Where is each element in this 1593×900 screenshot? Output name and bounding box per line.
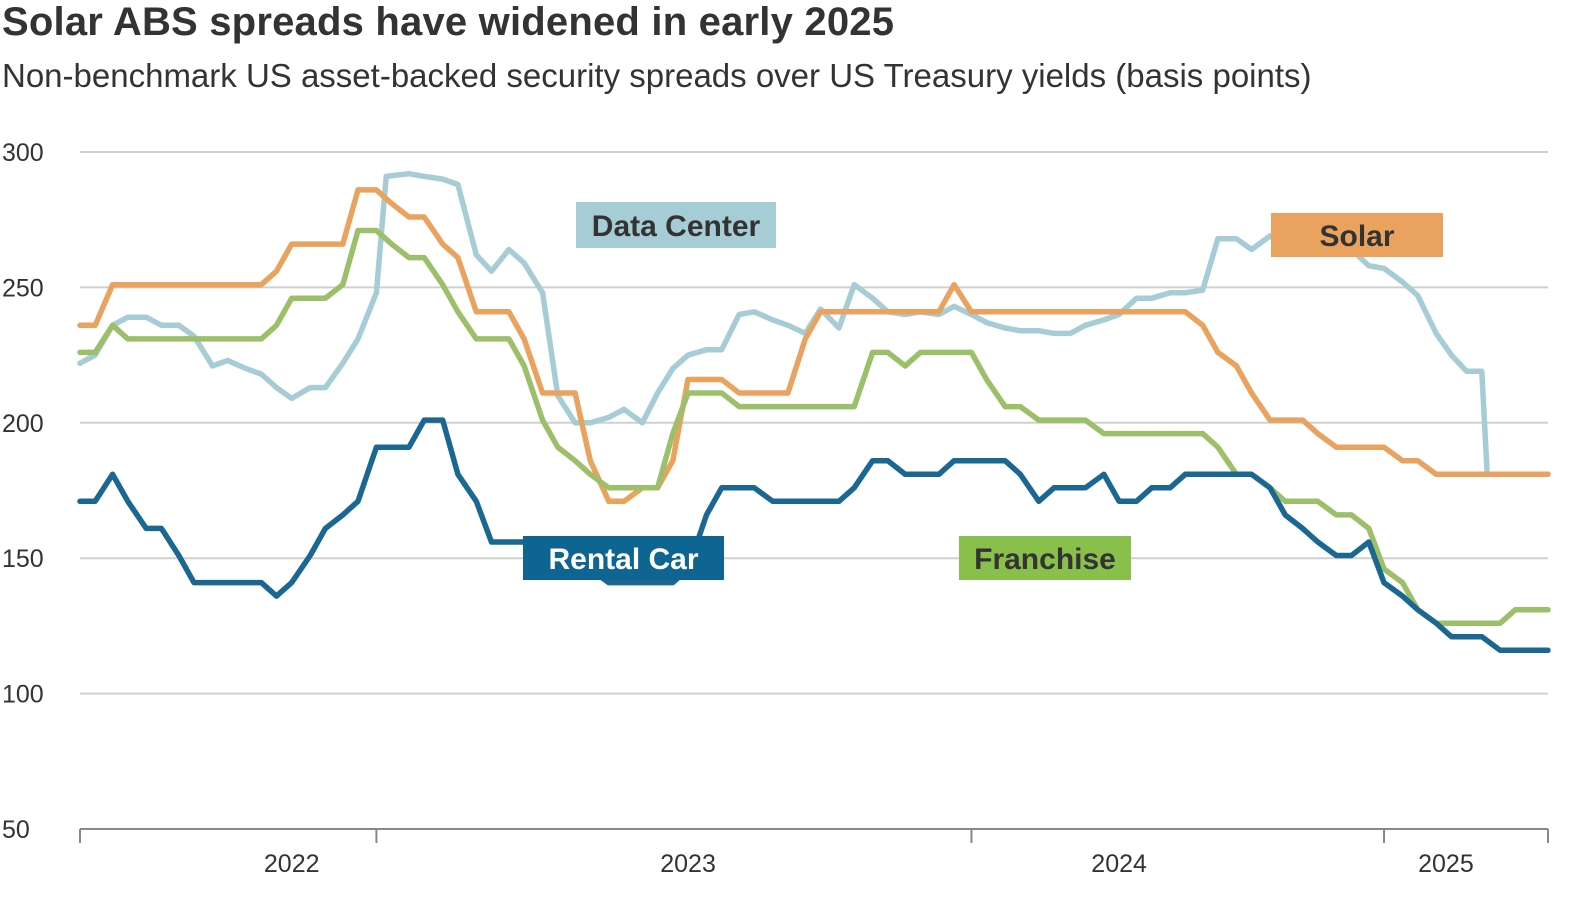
y-tick-label: 300 (2, 139, 44, 167)
y-tick-label: 150 (2, 545, 44, 573)
y-tick-label: 100 (2, 681, 44, 709)
series-line-solar (77, 187, 1551, 505)
y-tick-label: 250 (2, 274, 44, 302)
x-tick-label: 2023 (660, 850, 716, 878)
x-tick-label: 2025 (1418, 850, 1474, 878)
series-labels: Data Center Solar Franchise Rental Car (523, 202, 1443, 580)
label-box-data-center (576, 202, 776, 248)
series-label-solar: Solar (1319, 220, 1394, 253)
y-tick-label: 50 (2, 816, 30, 844)
label-box-franchise (959, 536, 1131, 580)
series-line-rental-car (77, 417, 1551, 654)
y-tick-label: 200 (2, 410, 44, 438)
series-label-franchise: Franchise (974, 543, 1116, 576)
series-label-data-center: Data Center (592, 210, 761, 243)
chart-title: Solar ABS spreads have widened in early … (2, 0, 895, 44)
y-axis-ticks: 50 100 150 200 250 300 (2, 139, 44, 844)
series-line-franchise (77, 227, 1551, 626)
label-box-rental-car (523, 536, 724, 580)
x-tick-label: 2024 (1091, 850, 1147, 878)
x-axis: 2022 2023 2024 2025 (79, 828, 1549, 878)
x-tick-label: 2022 (264, 850, 320, 878)
label-box-solar (1271, 213, 1443, 257)
chart-subtitle: Non-benchmark US asset-backed security s… (2, 57, 1312, 94)
series-label-rental-car: Rental Car (548, 543, 698, 576)
